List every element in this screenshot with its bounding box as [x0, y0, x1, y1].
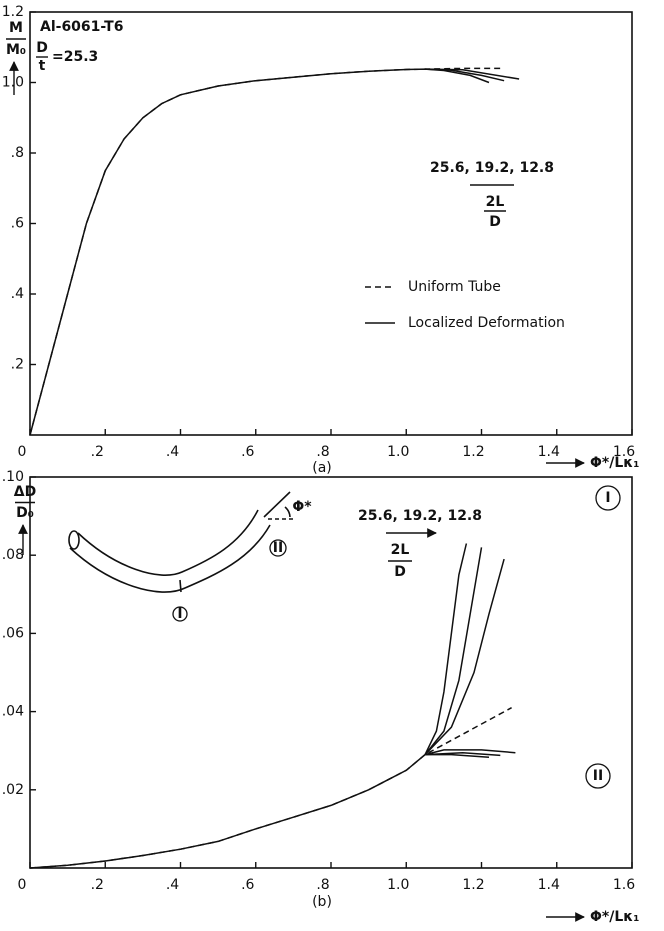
y-tick-label: .8 — [11, 145, 24, 161]
y-label-top: M — [9, 20, 23, 36]
x-tick-label: .2 — [91, 877, 104, 893]
annotation: II — [593, 768, 603, 784]
series-line — [425, 68, 490, 84]
x-tick-label: .6 — [241, 877, 254, 893]
y-tick-label: .08 — [2, 547, 24, 563]
annotation: 2L — [391, 542, 410, 558]
x-tick-label: .8 — [316, 444, 329, 460]
annotation: I — [177, 606, 182, 622]
x-tick-label: .4 — [166, 444, 179, 460]
x-tick-label: 0 — [18, 444, 27, 460]
y-tick-label: .6 — [11, 216, 24, 232]
chart-title: Al-6061-T6 — [40, 19, 123, 35]
annotation-circle — [172, 606, 188, 622]
annotation: t — [39, 58, 46, 74]
y-label-top: ΔD — [14, 484, 36, 500]
legend-label: Uniform Tube — [408, 279, 501, 295]
annotation: I — [605, 490, 610, 506]
series-line — [425, 753, 490, 759]
series-line — [29, 67, 501, 436]
y-tick-label: 1.0 — [2, 75, 24, 91]
y-label-bottom: M₀ — [6, 42, 26, 58]
series-line — [29, 754, 426, 869]
x-tick-label: 1.6 — [613, 877, 635, 893]
annotation: 2L — [486, 194, 505, 210]
caption: (a) — [312, 460, 332, 476]
plot-frame — [29, 11, 633, 436]
x-tick-label: 1.2 — [462, 877, 484, 893]
x-tick-label: 1.4 — [538, 877, 560, 893]
x-tick-label: 1.2 — [462, 444, 484, 460]
x-tick-label: 0 — [18, 877, 27, 893]
series-line — [424, 543, 468, 755]
caption: (b) — [312, 894, 332, 910]
annotation: D — [489, 214, 501, 230]
series-line — [29, 707, 512, 869]
series-line — [424, 547, 483, 756]
annotation-circle — [595, 485, 621, 511]
plot-frame — [29, 476, 633, 869]
series-line — [29, 68, 520, 436]
annotation: II — [273, 540, 283, 556]
annotation-circle — [585, 763, 611, 789]
x-tick-label: 1.4 — [538, 444, 560, 460]
x-tick-label: 1.0 — [387, 877, 409, 893]
y-tick-label: 1.2 — [2, 4, 24, 20]
y-tick-label: .4 — [11, 286, 24, 302]
x-label: Φ*/Lκ₁ — [590, 909, 639, 925]
annotation: =25.3 — [52, 49, 98, 65]
x-label: Φ*/Lκ₁ — [590, 455, 639, 471]
x-tick-label: .6 — [241, 444, 254, 460]
annotation: D — [36, 40, 48, 56]
annotation-circle — [269, 539, 287, 557]
x-tick-label: .2 — [91, 444, 104, 460]
x-tick-label: 1.0 — [387, 444, 409, 460]
x-tick-label: .8 — [316, 877, 329, 893]
legend-label: Localized Deformation — [408, 315, 565, 331]
y-tick-label: .2 — [11, 357, 24, 373]
series-line — [424, 749, 516, 756]
y-tick-label: .06 — [2, 625, 24, 641]
x-tick-label: 1.6 — [613, 444, 635, 460]
y-label-bottom: D₀ — [16, 505, 34, 521]
annotation: 25.6, 19.2, 12.8 — [430, 160, 554, 176]
annotation: D — [394, 564, 406, 580]
y-tick-label: .10 — [2, 469, 24, 485]
y-tick-label: .02 — [2, 782, 24, 798]
series-line — [424, 558, 505, 756]
x-tick-label: .4 — [166, 877, 179, 893]
y-tick-label: .04 — [2, 704, 24, 720]
tube-sketch — [68, 491, 296, 593]
annotation: 25.6, 19.2, 12.8 — [358, 508, 482, 524]
annotation: Φ* — [292, 499, 312, 515]
